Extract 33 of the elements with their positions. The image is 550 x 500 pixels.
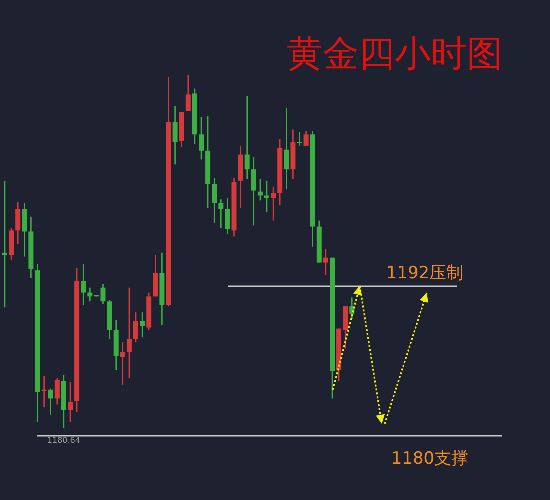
candlestick: [323, 248, 328, 276]
candlestick: [199, 116, 204, 160]
candlestick: [297, 132, 302, 147]
candlestick: [68, 382, 73, 423]
candlestick: [100, 283, 106, 305]
candlestick: [258, 178, 263, 202]
candlestick: [126, 287, 132, 380]
candlestick: [134, 312, 138, 344]
chart-title: 黄金四小时图: [287, 34, 503, 75]
candlestick: [212, 178, 218, 224]
ref-line-label: 1180支撑: [391, 449, 469, 470]
annotation: 1180.64: [47, 436, 80, 445]
candlestick: [284, 108, 290, 190]
candlestick: [186, 74, 191, 112]
candlestick: [54, 378, 60, 406]
ref-line-label: 1192压制: [386, 263, 464, 284]
candlestick: [120, 342, 126, 386]
candlestick: [271, 186, 276, 222]
candlestick: [16, 201, 21, 246]
candlestick: [218, 198, 224, 229]
candlestick: [2, 180, 8, 308]
candlestick: [264, 180, 270, 213]
candlestick: [225, 198, 230, 235]
candlestick: [22, 202, 28, 258]
candlestick: [42, 375, 47, 408]
candlestick: [81, 264, 86, 306]
candlestick: [48, 388, 54, 416]
candlestick: [251, 156, 256, 226]
candlestick: [153, 254, 158, 298]
candlestick: [304, 130, 309, 147]
candlestick: [172, 105, 178, 166]
candlestick: [244, 96, 250, 180]
candlestick: [140, 312, 146, 338]
